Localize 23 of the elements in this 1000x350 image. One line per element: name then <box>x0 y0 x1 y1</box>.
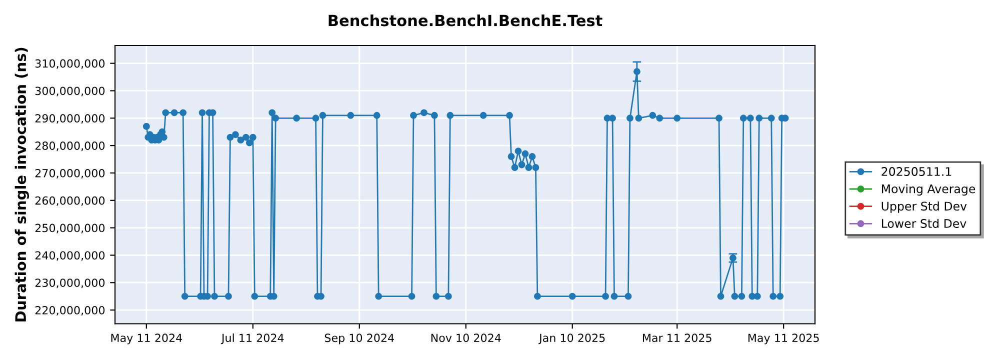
legend-label: Lower Std Dev <box>882 218 966 228</box>
y-tick-label: 230,000,000 <box>35 278 105 288</box>
x-tick-label: Nov 10 2024 <box>431 334 501 342</box>
y-tick-label: 250,000,000 <box>35 224 105 234</box>
x-tick-label: Mar 11 2025 <box>642 334 712 342</box>
y-axis-title: Duration of single invocation (ns) <box>14 48 30 322</box>
x-tick-label: May 11 2024 <box>111 334 182 344</box>
y-tick-label: 240,000,000 <box>35 251 105 261</box>
x-tick-label: May 11 2025 <box>748 334 819 344</box>
legend-label: Upper Std Dev <box>882 201 967 213</box>
y-tick-label: 260,000,000 <box>35 196 105 206</box>
y-tick-label: 300,000,000 <box>35 86 105 96</box>
chart-title: Benchstone.BenchI.BenchE.Test <box>328 14 602 26</box>
y-tick-label: 270,000,000 <box>35 168 105 178</box>
x-tick-label: Jan 10 2025 <box>538 334 605 344</box>
x-tick-label: Sep 10 2024 <box>324 334 394 344</box>
y-tick-label: 310,000,000 <box>35 59 105 69</box>
x-tick-label: Jul 11 2024 <box>220 333 284 344</box>
legend-label: Moving Average <box>882 184 976 196</box>
y-tick-label: 290,000,000 <box>35 114 105 124</box>
y-tick-label: 220,000,000 <box>35 306 105 316</box>
y-tick-label: 280,000,000 <box>35 142 105 152</box>
legend-label: 20250511.1 <box>882 167 952 176</box>
